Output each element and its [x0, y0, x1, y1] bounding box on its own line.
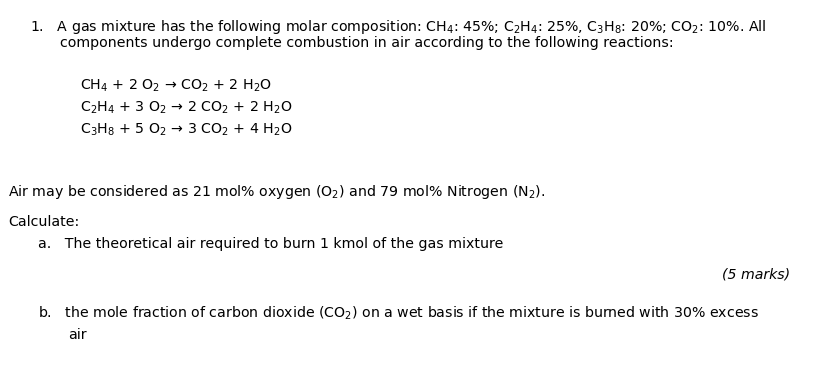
Text: Air may be considered as 21 mol% oxygen (O$_2$) and 79 mol% Nitrogen (N$_2$).: Air may be considered as 21 mol% oxygen … — [8, 183, 545, 201]
Text: Calculate:: Calculate: — [8, 215, 79, 229]
Text: 1.   A gas mixture has the following molar composition: CH$_4$: 45%; C$_2$H$_4$:: 1. A gas mixture has the following molar… — [30, 18, 766, 36]
Text: a.   The theoretical air required to burn 1 kmol of the gas mixture: a. The theoretical air required to burn … — [38, 237, 503, 251]
Text: (5 marks): (5 marks) — [722, 267, 790, 281]
Text: CH$_4$ + 2 O$_2$ → CO$_2$ + 2 H$_2$O: CH$_4$ + 2 O$_2$ → CO$_2$ + 2 H$_2$O — [80, 78, 273, 94]
Text: components undergo complete combustion in air according to the following reactio: components undergo complete combustion i… — [60, 36, 674, 50]
Text: b.   the mole fraction of carbon dioxide (CO$_2$) on a wet basis if the mixture : b. the mole fraction of carbon dioxide (… — [38, 305, 759, 322]
Text: C$_3$H$_8$ + 5 O$_2$ → 3 CO$_2$ + 4 H$_2$O: C$_3$H$_8$ + 5 O$_2$ → 3 CO$_2$ + 4 H$_2… — [80, 122, 292, 138]
Text: C$_2$H$_4$ + 3 O$_2$ → 2 CO$_2$ + 2 H$_2$O: C$_2$H$_4$ + 3 O$_2$ → 2 CO$_2$ + 2 H$_2… — [80, 100, 292, 116]
Text: air: air — [68, 328, 86, 342]
